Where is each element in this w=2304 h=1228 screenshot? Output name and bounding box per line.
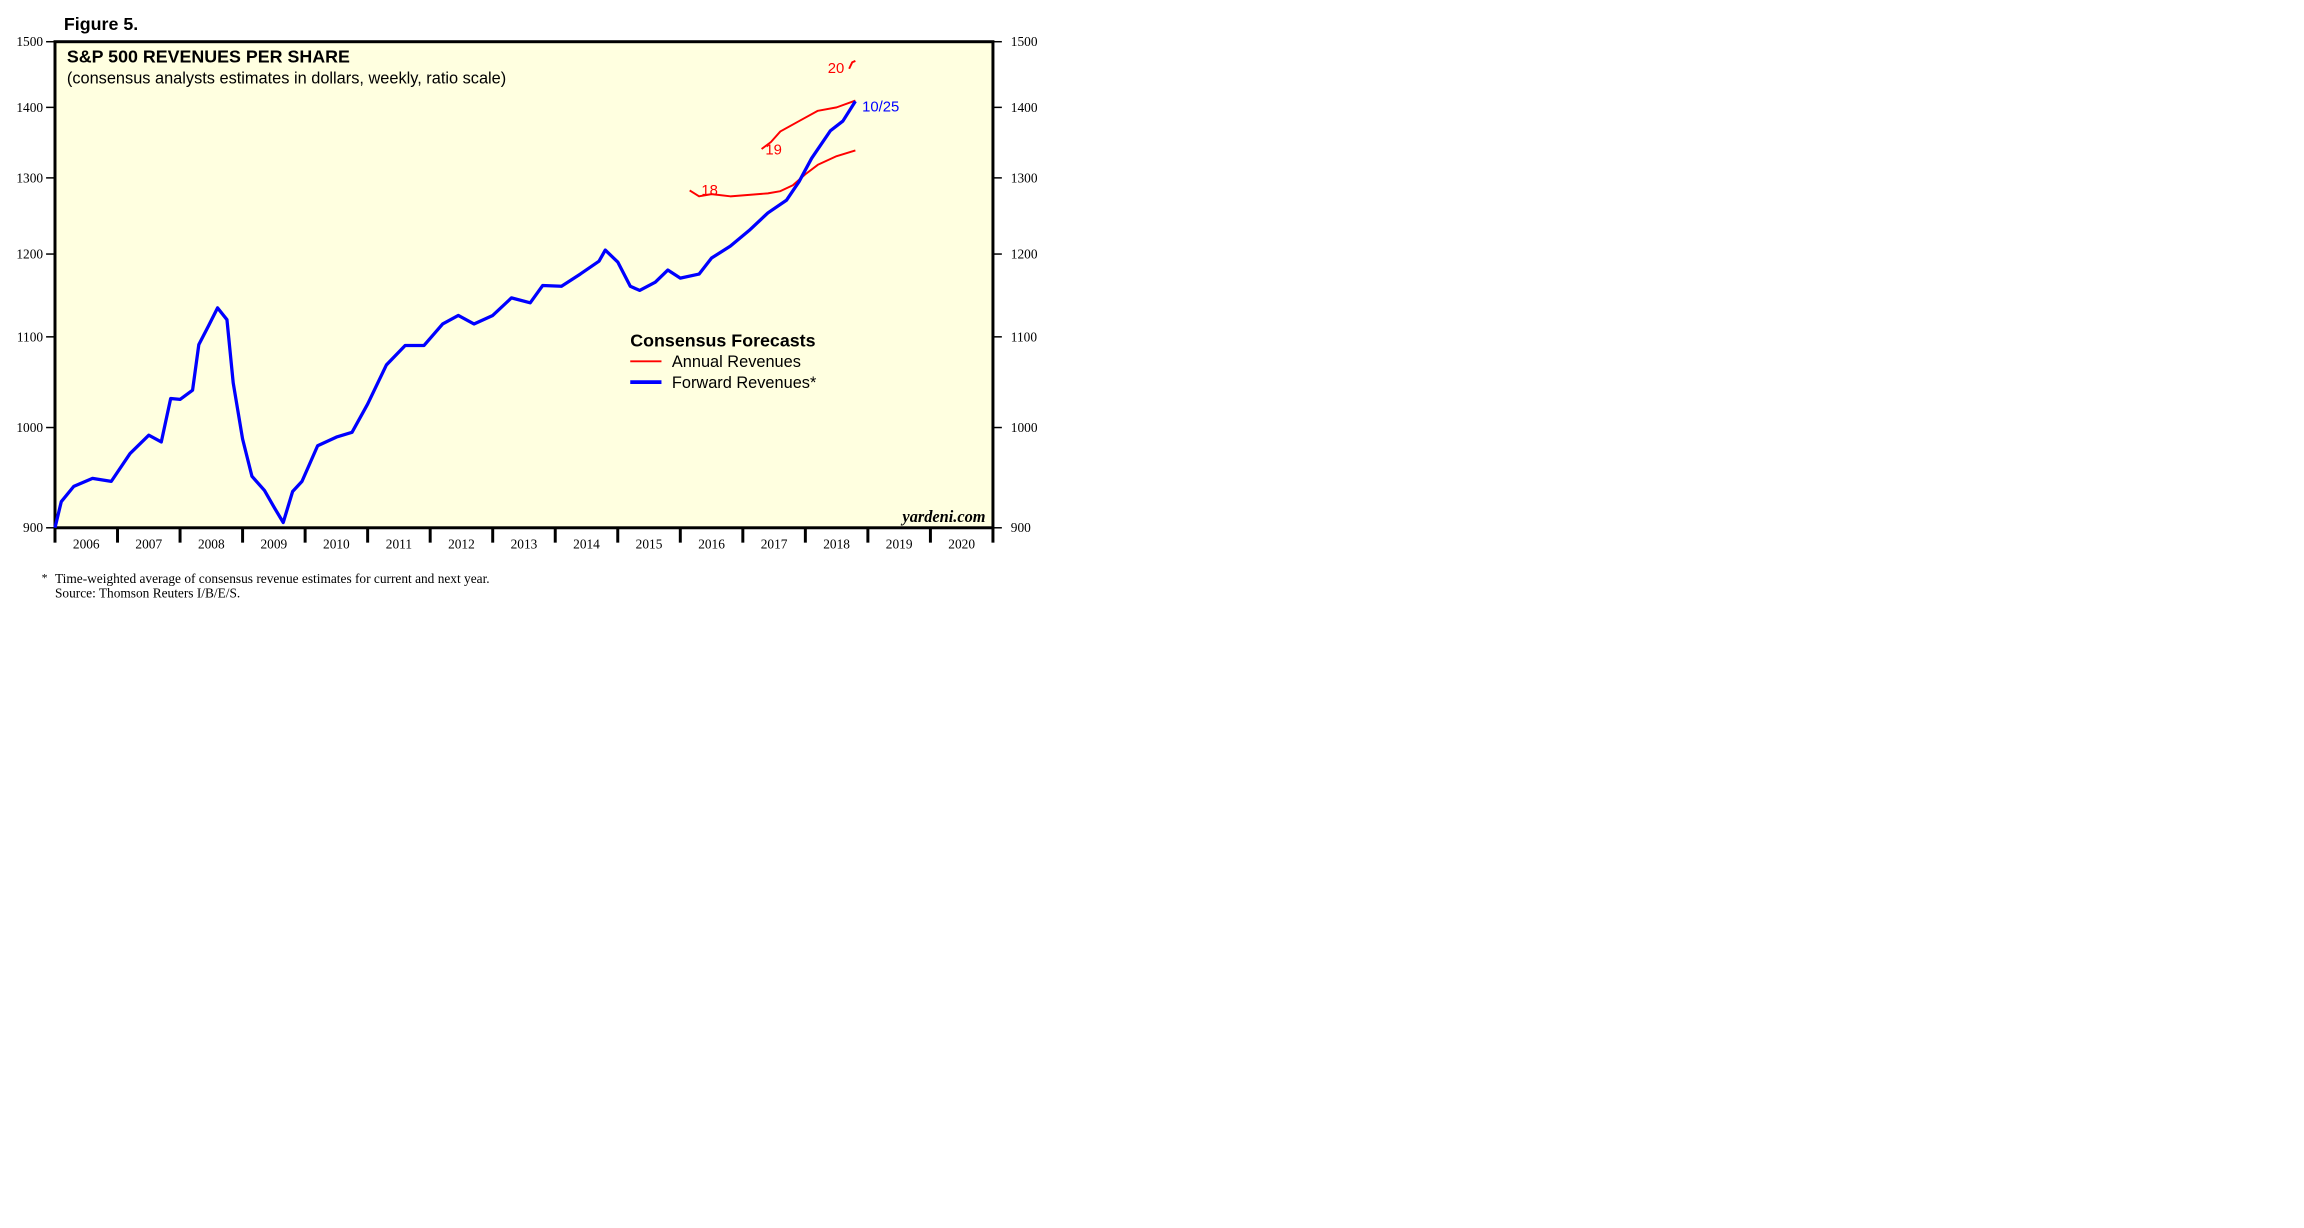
x-tick-label: 2009	[260, 537, 287, 552]
line-label: 20	[828, 61, 845, 77]
legend-title: Consensus Forecasts	[630, 330, 815, 350]
footnote: Time-weighted average of consensus reven…	[55, 571, 490, 586]
x-tick-label: 2020	[948, 537, 975, 552]
x-tick-label: 2011	[386, 537, 412, 552]
y-tick-label: 1500	[16, 34, 43, 49]
x-tick-label: 2019	[886, 537, 913, 552]
y-tick-label: 1100	[17, 329, 44, 344]
y-tick-label: 1400	[16, 100, 43, 115]
y-tick-label-right: 1500	[1011, 34, 1038, 49]
plot-background	[54, 41, 993, 528]
chart-subtitle: (consensus analysts estimates in dollars…	[67, 69, 506, 87]
y-tick-label: 900	[23, 520, 43, 535]
figure-label: Figure 5.	[64, 14, 138, 34]
x-tick-label: 2018	[823, 537, 850, 552]
forward-line	[53, 100, 857, 529]
footnote-marker: *	[42, 570, 48, 584]
y-tick-label-right: 1000	[1011, 420, 1038, 435]
x-tick-label: 2006	[73, 537, 100, 552]
x-tick-label: 2008	[198, 537, 225, 552]
x-tick-label: 2010	[323, 537, 350, 552]
legend-label: Forward Revenues*	[672, 374, 817, 392]
x-tick-label: 2016	[698, 537, 725, 552]
y-tick-label-right: 1300	[1011, 170, 1038, 185]
plot-frame	[53, 40, 995, 530]
annual-line	[848, 60, 856, 70]
x-tick-label: 2014	[573, 537, 600, 552]
y-tick-label: 1000	[16, 420, 43, 435]
x-tick-label: 2007	[135, 537, 162, 552]
annual-line	[761, 99, 856, 150]
line-label: 19	[765, 143, 782, 159]
y-tick-label-right: 1200	[1011, 247, 1038, 262]
y-tick-label: 1300	[16, 170, 43, 185]
footnote: Source: Thomson Reuters I/B/E/S.	[55, 586, 240, 601]
x-tick-label: 2015	[636, 537, 663, 552]
chart-title: S&P 500 REVENUES PER SHARE	[67, 47, 350, 67]
annual-line	[689, 149, 856, 198]
series-annotation: 10/25	[862, 100, 899, 116]
y-tick-label-right: 900	[1011, 520, 1031, 535]
y-tick-label-right: 1100	[1011, 329, 1038, 344]
x-tick-label: 2012	[448, 537, 475, 552]
x-tick-label: 2017	[761, 537, 788, 552]
y-tick-label-right: 1400	[1011, 100, 1038, 115]
x-tick-label: 2013	[511, 537, 538, 552]
watermark: yardeni.com	[900, 507, 985, 526]
legend-label: Annual Revenues	[672, 353, 801, 371]
y-tick-label: 1200	[16, 247, 43, 262]
